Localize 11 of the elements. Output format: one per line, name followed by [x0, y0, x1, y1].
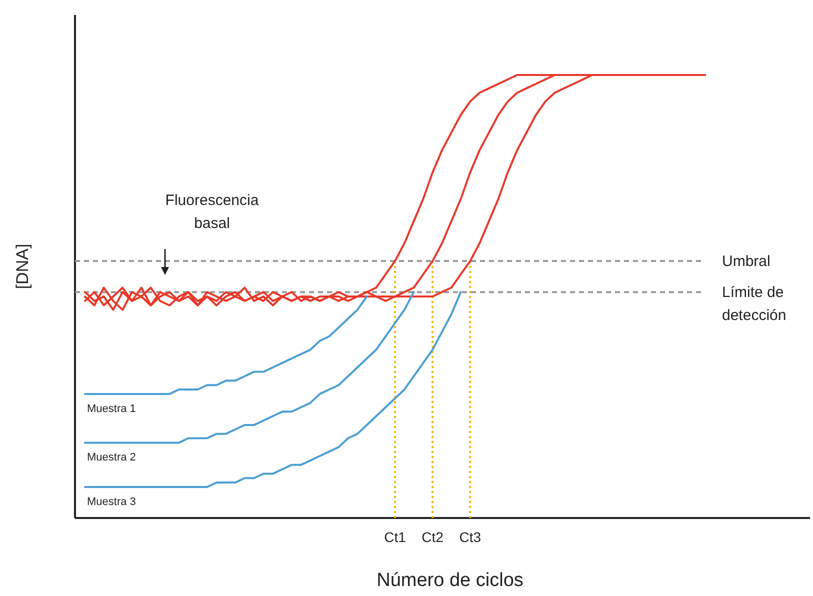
- series-label: Muestra 3: [87, 496, 136, 508]
- y-axis-title: [DNA]: [13, 244, 32, 290]
- x-tick-label: Ct2: [422, 529, 444, 545]
- series-label: Muestra 2: [87, 452, 136, 464]
- ref-line-label: Límite de detección: [722, 284, 786, 324]
- x-axis-title: Número de ciclos: [376, 570, 524, 591]
- x-tick-label: Ct3: [459, 529, 482, 545]
- annotation: Fluorescencia basal: [165, 192, 260, 232]
- series-label: Muestra 1: [87, 402, 136, 415]
- x-tick-label: Ct1: [384, 529, 406, 545]
- ref-line-label: Umbral: [722, 253, 770, 270]
